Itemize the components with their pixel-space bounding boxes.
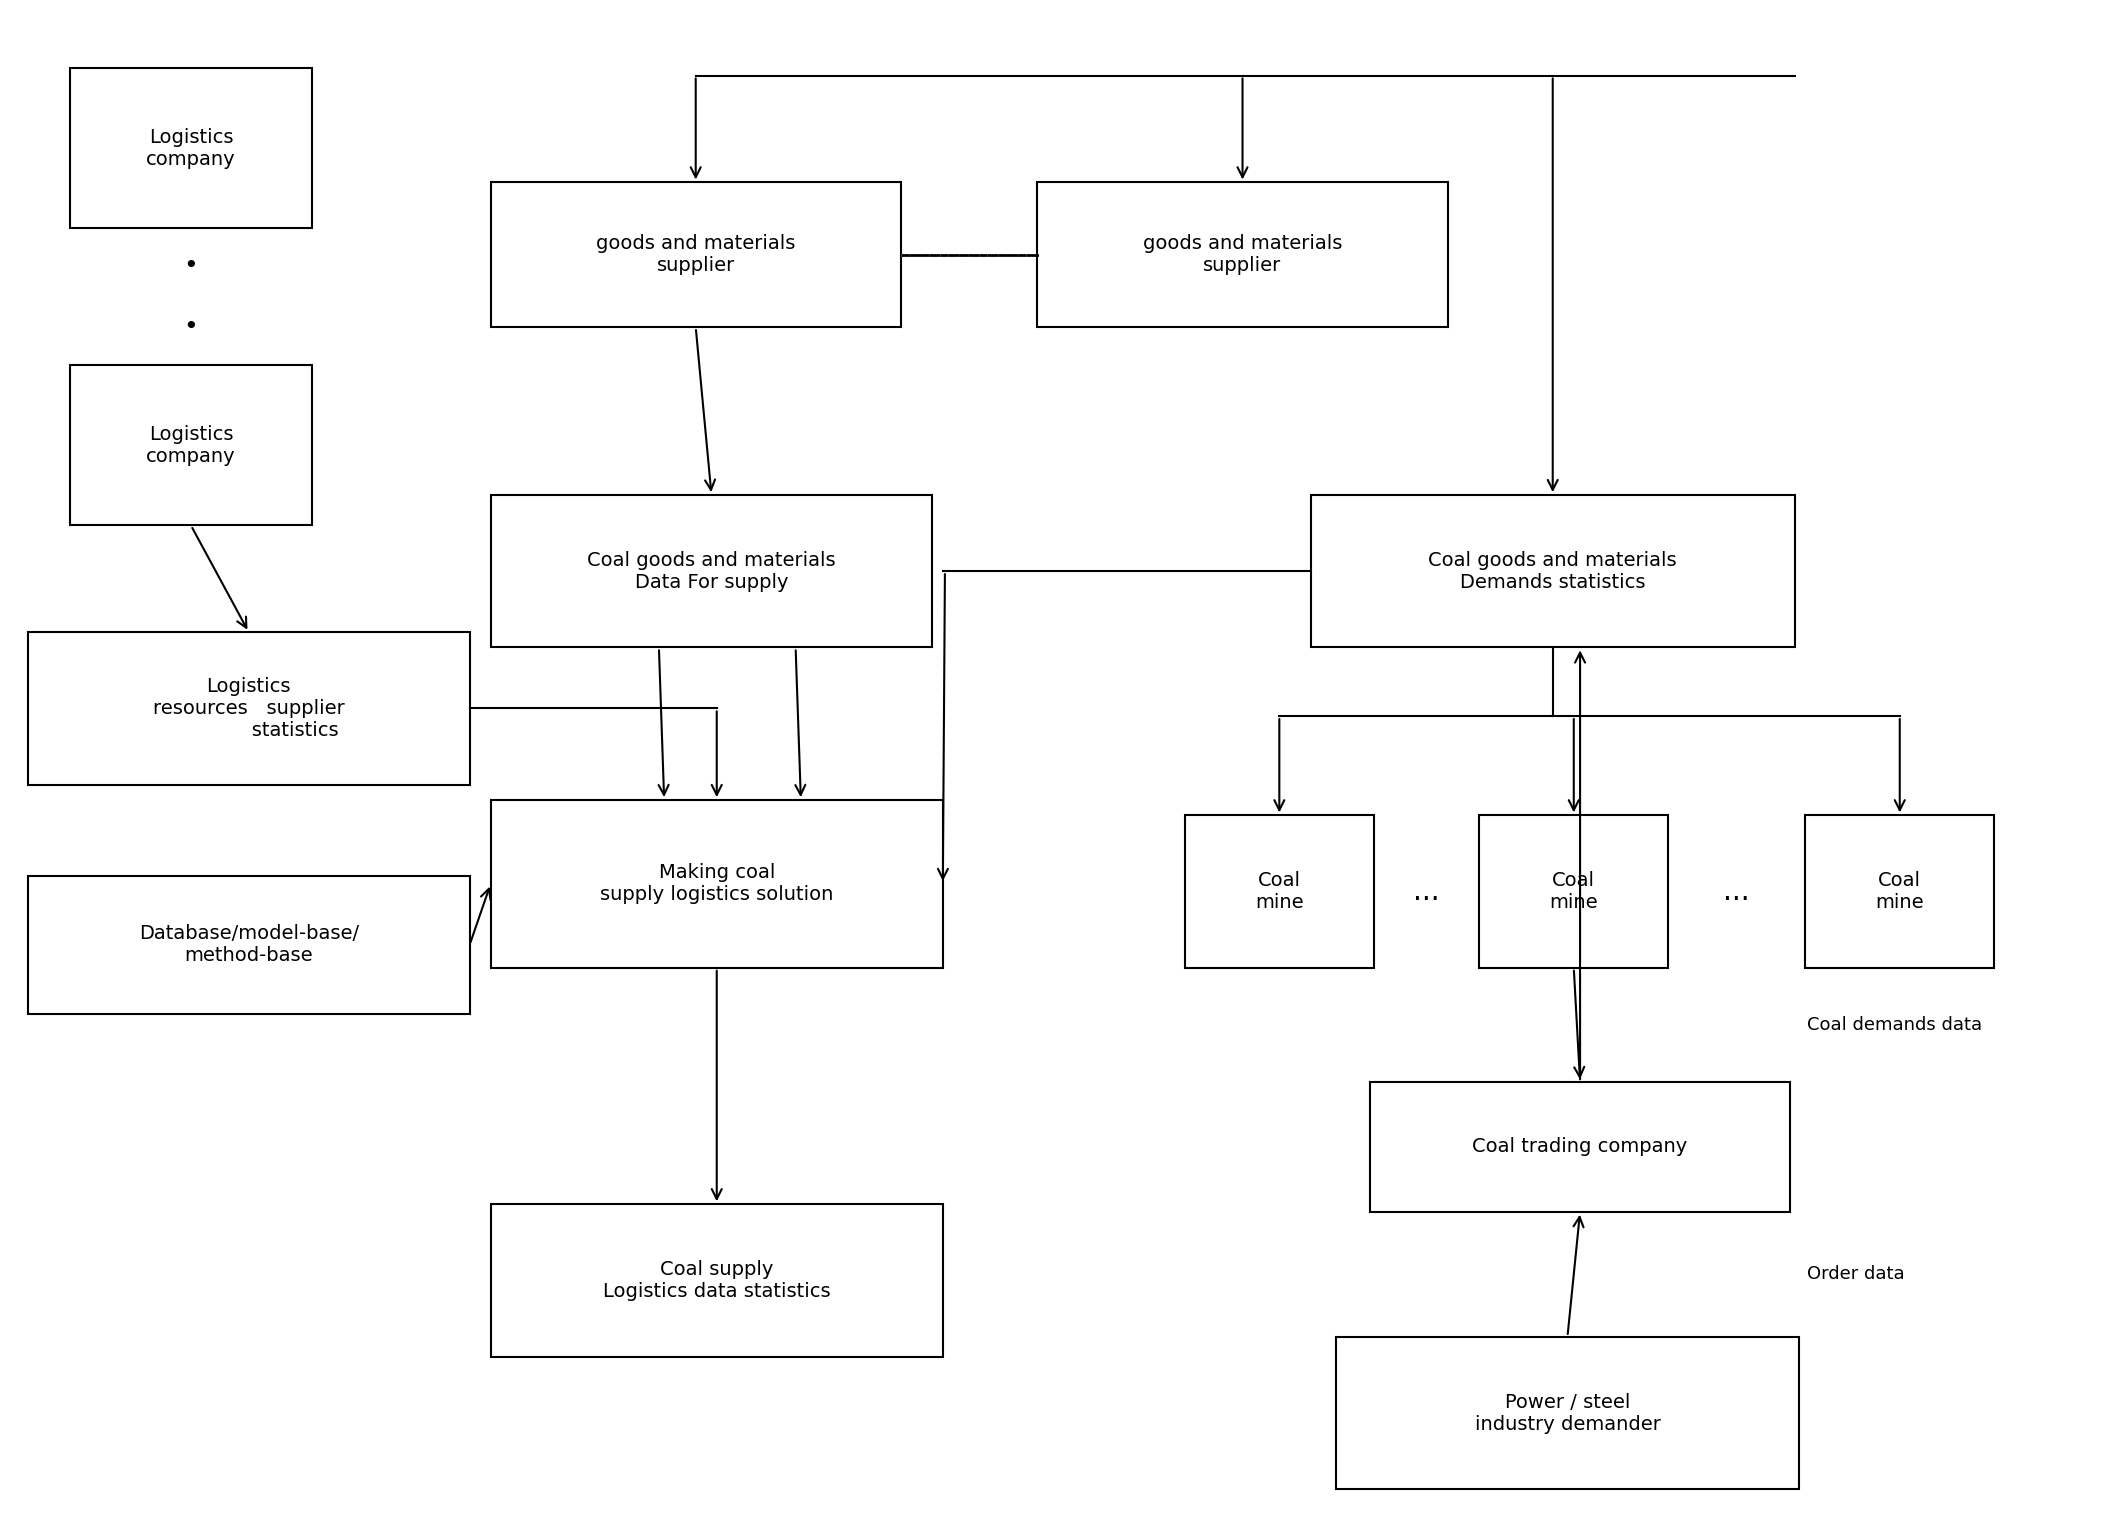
- FancyBboxPatch shape: [1186, 816, 1374, 968]
- Text: Database/model-base/
method-base: Database/model-base/ method-base: [140, 925, 360, 965]
- FancyBboxPatch shape: [70, 68, 311, 228]
- Text: Coal supply
Logistics data statistics: Coal supply Logistics data statistics: [603, 1260, 830, 1300]
- FancyBboxPatch shape: [1037, 182, 1448, 328]
- Text: Coal demands data: Coal demands data: [1808, 1016, 1982, 1034]
- FancyBboxPatch shape: [491, 1203, 942, 1357]
- Text: •: •: [184, 254, 199, 279]
- Text: Logistics
company: Logistics company: [146, 425, 235, 466]
- FancyBboxPatch shape: [1310, 496, 1795, 648]
- Text: Coal
mine: Coal mine: [1255, 871, 1304, 913]
- FancyBboxPatch shape: [491, 800, 942, 968]
- FancyBboxPatch shape: [491, 182, 900, 328]
- Text: Coal
mine: Coal mine: [1550, 871, 1598, 913]
- FancyBboxPatch shape: [1480, 816, 1668, 968]
- FancyBboxPatch shape: [491, 496, 931, 648]
- Text: Coal trading company: Coal trading company: [1473, 1137, 1687, 1156]
- FancyBboxPatch shape: [28, 633, 470, 785]
- Text: •: •: [184, 315, 199, 339]
- FancyBboxPatch shape: [1370, 1082, 1791, 1211]
- Text: Logistics
company: Logistics company: [146, 128, 235, 168]
- Text: Making coal
supply logistics solution: Making coal supply logistics solution: [599, 863, 834, 905]
- Text: Coal goods and materials
Data For supply: Coal goods and materials Data For supply: [586, 551, 836, 591]
- Text: Coal
mine: Coal mine: [1876, 871, 1924, 913]
- FancyBboxPatch shape: [28, 876, 470, 1014]
- FancyBboxPatch shape: [1806, 816, 1994, 968]
- Text: Order data: Order data: [1808, 1265, 1905, 1284]
- Text: ...: ...: [1723, 877, 1751, 905]
- Text: Logistics
resources   supplier
               statistics: Logistics resources supplier statistics: [152, 677, 345, 740]
- Text: ...: ...: [1414, 877, 1440, 905]
- FancyBboxPatch shape: [70, 365, 311, 525]
- Text: goods and materials
supplier: goods and materials supplier: [1143, 234, 1342, 275]
- Text: goods and materials
supplier: goods and materials supplier: [597, 234, 796, 275]
- FancyBboxPatch shape: [1336, 1337, 1799, 1490]
- Text: Coal goods and materials
Demands statistics: Coal goods and materials Demands statist…: [1429, 551, 1677, 591]
- Text: Power / steel
industry demander: Power / steel industry demander: [1476, 1393, 1660, 1434]
